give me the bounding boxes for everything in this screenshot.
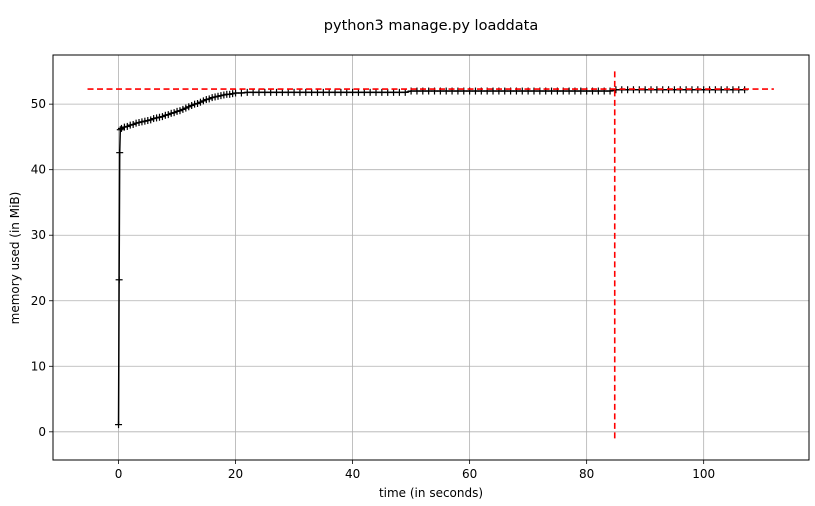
data-point-marker	[290, 88, 298, 96]
data-point-marker	[594, 87, 602, 95]
x-tick-label: 40	[345, 467, 360, 481]
data-point-marker	[349, 88, 357, 96]
data-point-marker	[343, 88, 351, 96]
data-point-marker	[565, 87, 573, 95]
x-tick-label: 60	[462, 467, 477, 481]
grid-lines	[53, 55, 809, 460]
data-point-marker	[366, 88, 374, 96]
data-point-marker	[313, 88, 321, 96]
y-tick-label: 30	[31, 228, 46, 242]
data-point-marker	[116, 126, 124, 134]
data-point-marker	[302, 88, 310, 96]
series-memory-line	[115, 86, 749, 429]
data-point-marker	[331, 88, 339, 96]
data-point-marker	[413, 87, 421, 95]
data-point-marker	[530, 87, 538, 95]
data-point-marker	[395, 88, 403, 96]
data-point-marker	[319, 88, 327, 96]
data-point-marker	[372, 88, 380, 96]
x-tick-label: 20	[228, 467, 243, 481]
x-axis-label: time (in seconds)	[379, 486, 483, 500]
data-point-marker	[232, 89, 240, 97]
data-point-marker	[249, 88, 257, 96]
data-point-marker	[243, 88, 251, 96]
data-point-marker	[237, 89, 245, 97]
y-tick-label: 0	[38, 425, 46, 439]
data-point-marker	[471, 87, 479, 95]
data-point-marker	[337, 88, 345, 96]
data-point-marker	[116, 149, 124, 157]
data-point-marker	[401, 88, 409, 96]
reference-lines	[87, 71, 774, 442]
plot-area-frame	[52, 54, 810, 461]
data-point-marker	[577, 87, 585, 95]
data-point-marker	[115, 276, 123, 284]
data-point-marker	[325, 88, 333, 96]
data-point-marker	[284, 88, 292, 96]
data-point-marker	[454, 87, 462, 95]
x-tick-label: 80	[579, 467, 594, 481]
y-tick-label: 20	[31, 294, 46, 308]
data-point-marker	[518, 87, 526, 95]
chart-title: python3 manage.py loaddata	[324, 18, 538, 34]
series-line	[117, 88, 745, 425]
data-point-marker	[501, 87, 509, 95]
data-point-marker	[273, 88, 281, 96]
data-point-marker	[378, 88, 386, 96]
data-point-marker	[442, 87, 450, 95]
data-point-marker	[548, 87, 556, 95]
axis-ticks: 0 20 40 60 80 100 0 10 20 30 40 50	[31, 97, 715, 481]
y-tick-label: 50	[31, 97, 46, 111]
data-point-marker	[296, 88, 304, 96]
data-point-marker	[261, 88, 269, 96]
data-point-marker	[255, 88, 263, 96]
data-point-marker	[489, 87, 497, 95]
data-point-marker	[360, 88, 368, 96]
data-point-marker	[354, 88, 362, 96]
data-point-marker	[390, 88, 398, 96]
data-point-marker	[384, 88, 392, 96]
x-tick-label: 0	[115, 467, 123, 481]
y-axis-label: memory used (in MiB)	[8, 192, 22, 325]
y-tick-label: 40	[31, 163, 46, 177]
y-tick-label: 10	[31, 359, 46, 373]
x-tick-label: 100	[692, 467, 715, 481]
data-point-marker	[267, 88, 275, 96]
data-point-marker	[115, 421, 123, 429]
data-point-marker	[425, 87, 433, 95]
data-point-marker	[308, 88, 316, 96]
data-point-marker	[278, 88, 286, 96]
